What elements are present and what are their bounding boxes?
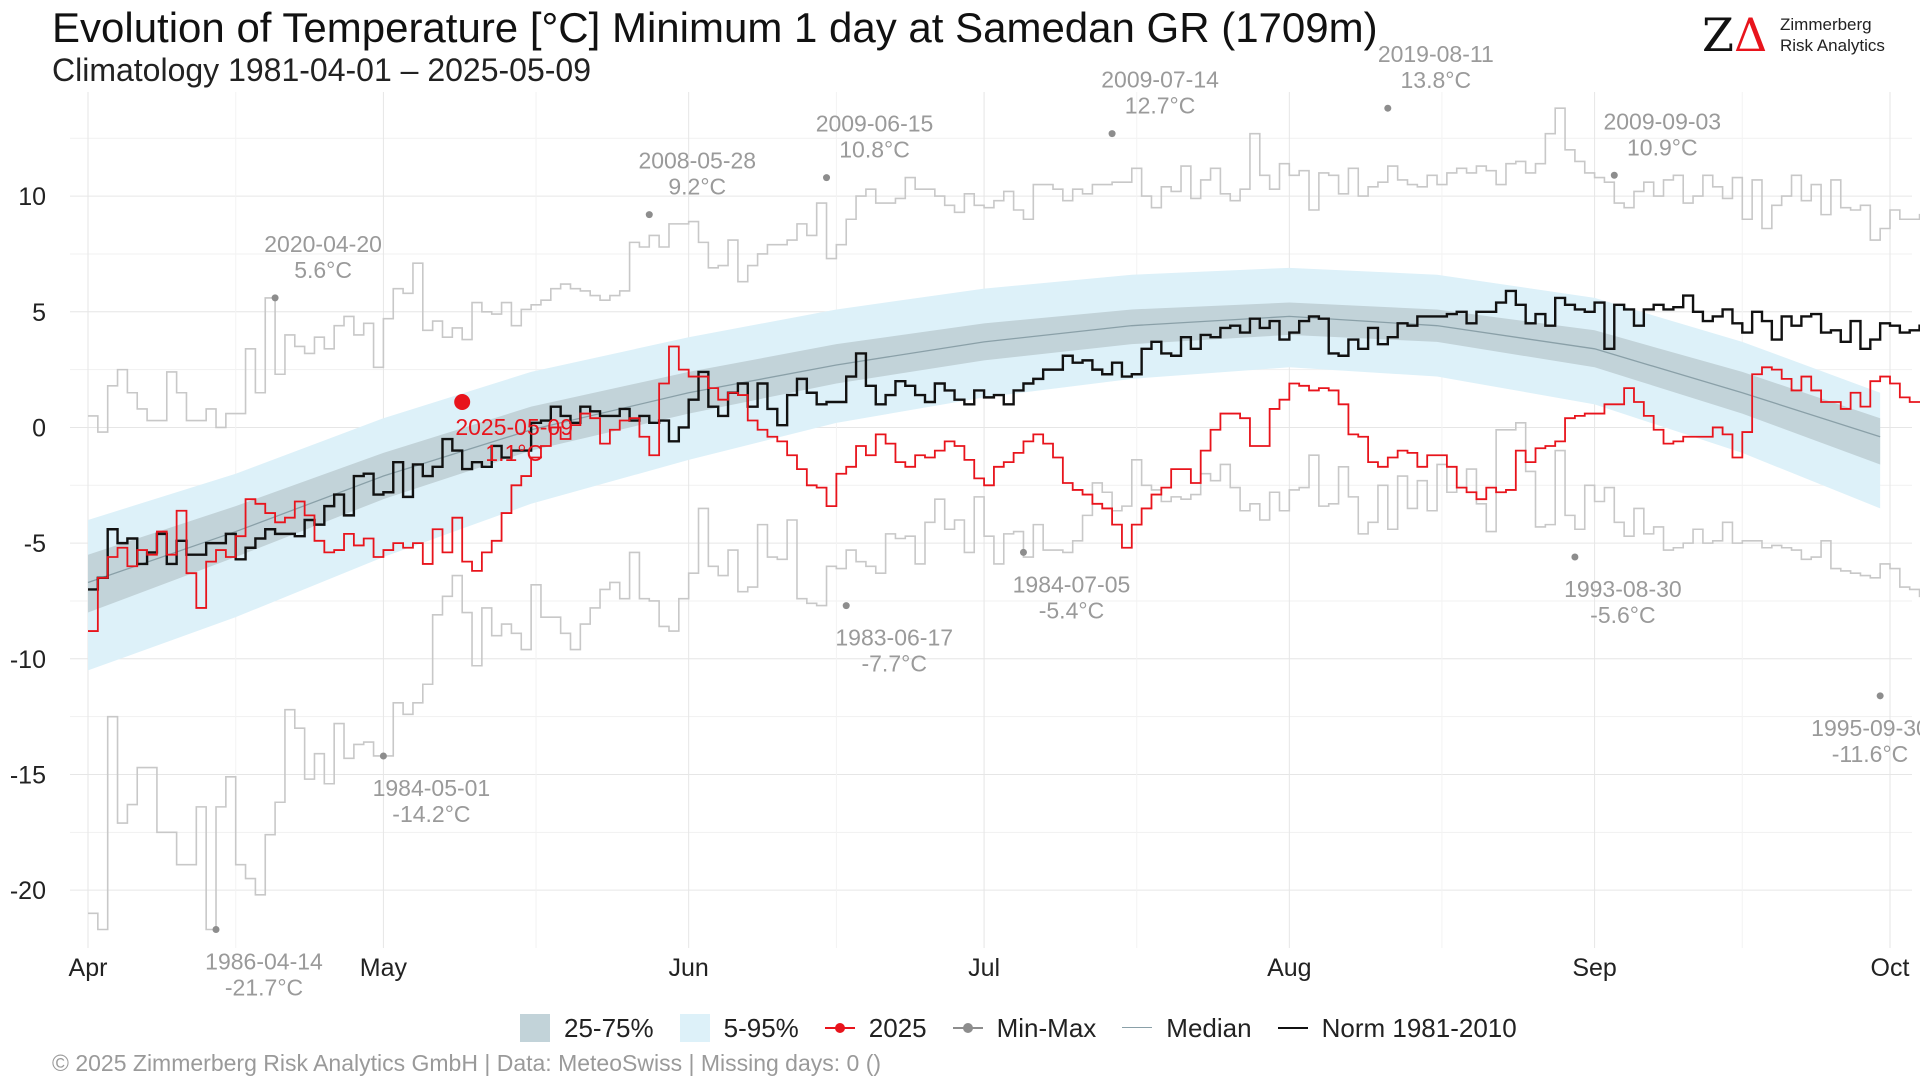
max-line	[88, 107, 1920, 433]
record-value-label: 13.8°C	[1401, 67, 1472, 93]
footer-credits: © 2025 Zimmerberg Risk Analytics GmbH | …	[52, 1050, 882, 1076]
record-value-label: -21.7°C	[225, 974, 303, 1000]
x-tick-label: Jul	[968, 954, 1000, 982]
logo-line-1: Zimmerberg	[1780, 15, 1872, 34]
legend-swatch-norm	[1277, 1014, 1308, 1042]
record-date-label: 1983-06-17	[835, 625, 953, 651]
logo-line-2: Risk Analytics	[1780, 36, 1885, 55]
record-value-label: 10.8°C	[839, 137, 910, 163]
median-line	[87, 315, 1881, 584]
record-point	[1876, 692, 1884, 700]
za-logo-icon: ZΔ	[1702, 8, 1768, 62]
company-logo: ZΔ Zimmerberg Risk Analytics	[1702, 10, 1902, 60]
legend-swatch-iqr	[520, 1014, 550, 1042]
record-value-label: -7.7°C	[861, 651, 926, 677]
logo-text: Zimmerberg Risk Analytics	[1780, 14, 1885, 56]
record-point	[1384, 104, 1392, 112]
record-date-label: 2009-06-15	[816, 111, 934, 137]
band-5-95	[88, 267, 1881, 671]
legend-swatch-minmax	[952, 1014, 983, 1042]
legend-swatch-median	[1122, 1014, 1153, 1042]
record-point	[1108, 130, 1116, 138]
y-tick-label: -10	[10, 646, 46, 674]
record-value-label: -5.4°C	[1039, 597, 1104, 623]
record-point	[271, 294, 279, 302]
y-tick-label: -15	[10, 761, 46, 789]
x-tick-label: Jun	[669, 954, 709, 982]
record-point	[645, 211, 653, 219]
record-date-label: 1993-08-30	[1564, 576, 1682, 602]
record-date-label: 2020-04-20	[264, 231, 382, 257]
legend: 25-75% 5-95% 2025 Min-Max Median Norm 19…	[520, 1012, 1543, 1044]
legend-item-minmax: Min-Max	[952, 1012, 1097, 1044]
y-tick-label: 0	[32, 414, 46, 442]
legend-label-median: Median	[1166, 1012, 1252, 1043]
legend-label-p90: 5-95%	[723, 1012, 799, 1043]
record-date-label: 2008-05-28	[638, 148, 756, 174]
legend-item-p90: 5-95%	[679, 1012, 799, 1044]
min-line	[88, 422, 1920, 931]
legend-label-minmax: Min-Max	[996, 1012, 1097, 1043]
legend-item-current: 2025	[824, 1012, 927, 1044]
chart-title: Evolution of Temperature [°C] Minimum 1 …	[52, 4, 1378, 51]
x-tick-label: Apr	[69, 954, 108, 982]
x-tick-label: Oct	[1871, 954, 1910, 982]
record-value-label: 12.7°C	[1125, 93, 1196, 119]
record-date-label: 2009-09-03	[1603, 108, 1721, 134]
record-date-label: 1995-09-30	[1811, 715, 1920, 741]
record-point	[842, 602, 850, 610]
record-point	[379, 752, 387, 760]
legend-label-iqr: 25-75%	[564, 1012, 654, 1043]
current-date-label: 2025-05-09	[455, 414, 573, 440]
record-value-label: -5.6°C	[1590, 602, 1655, 628]
legend-item-norm: Norm 1981-2010	[1277, 1012, 1517, 1044]
record-value-label: 5.6°C	[294, 257, 352, 283]
legend-label-current: 2025	[868, 1012, 927, 1043]
current-year-line	[88, 345, 1920, 632]
x-tick-label: Aug	[1267, 954, 1311, 982]
x-tick-label: May	[360, 954, 408, 982]
record-point	[1571, 553, 1579, 561]
record-date-label: 2019-08-11	[1378, 41, 1494, 67]
record-value-label: -14.2°C	[392, 801, 470, 827]
legend-item-iqr: 25-75%	[520, 1013, 654, 1044]
record-value-label: -11.6°C	[1832, 741, 1909, 767]
record-value-label: 9.2°C	[668, 174, 726, 200]
legend-label-norm: Norm 1981-2010	[1321, 1012, 1517, 1043]
record-point	[1610, 171, 1618, 179]
norm-line	[88, 289, 1920, 591]
chart-subtitle: Climatology 1981-04-01 – 2025-05-09	[52, 52, 592, 88]
current-value-label: 1.1°C	[485, 440, 543, 466]
record-point	[1019, 548, 1027, 556]
record-date-label: 1984-07-05	[1013, 571, 1131, 597]
current-day-point	[454, 394, 471, 411]
record-date-label: 2009-07-14	[1101, 67, 1219, 93]
y-tick-label: 10	[18, 183, 46, 211]
legend-swatch-p90	[679, 1014, 710, 1042]
y-tick-label: -20	[10, 877, 46, 905]
y-tick-label: 5	[32, 299, 46, 327]
legend-item-median: Median	[1122, 1012, 1252, 1044]
record-value-label: 10.9°C	[1627, 134, 1698, 160]
record-date-label: 1986-04-14	[205, 948, 323, 974]
legend-swatch-current	[824, 1014, 855, 1042]
band-25-75	[88, 302, 1881, 613]
record-point	[212, 925, 220, 933]
record-date-label: 1984-05-01	[373, 775, 491, 801]
y-tick-label: -5	[24, 530, 46, 558]
record-point	[823, 174, 831, 182]
x-tick-label: Sep	[1572, 954, 1616, 982]
